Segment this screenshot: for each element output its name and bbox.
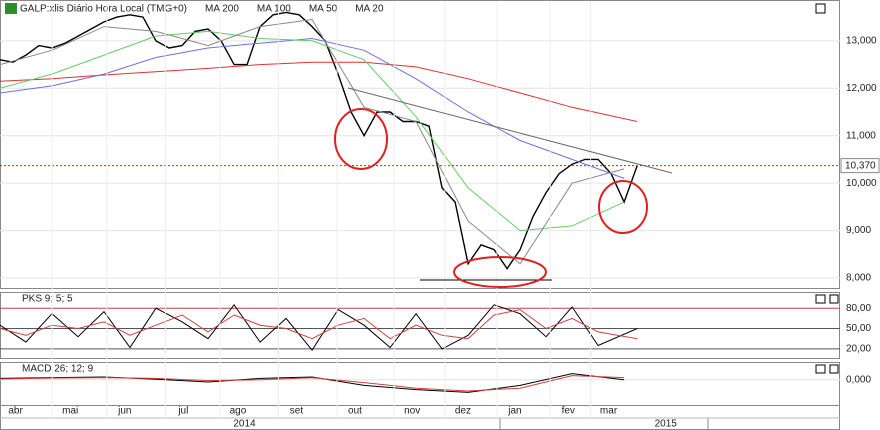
series-line <box>0 375 625 392</box>
close-button[interactable] <box>829 294 839 304</box>
legend-label: MA 20 <box>355 4 384 15</box>
x-tick-label: jun <box>117 406 131 417</box>
close-button[interactable] <box>829 364 839 374</box>
x-tick-label: fev <box>562 406 575 417</box>
price-panel-frame <box>0 0 840 289</box>
x-tick-label: dez <box>455 406 471 417</box>
y-tick-label: 8,000 <box>846 273 871 284</box>
symbol-icon <box>5 3 17 14</box>
y-tick-label: 13,000 <box>846 35 877 46</box>
series-line <box>0 303 638 352</box>
x-tick-label: jan <box>507 406 521 417</box>
trend-line <box>347 87 673 174</box>
x-tick-label: nov <box>404 406 420 417</box>
year-label: 2014 <box>233 419 256 430</box>
legend-label: GALP:xlis Diário Hora Local (TMG+0) <box>20 4 187 15</box>
price-label: 10,370 <box>845 160 876 171</box>
series-line <box>0 373 625 393</box>
x-tick-label: mar <box>600 406 618 417</box>
series-line <box>0 18 625 265</box>
series-line <box>0 61 638 122</box>
window-button[interactable] <box>815 294 826 304</box>
window-button[interactable] <box>815 3 826 14</box>
series-line <box>0 309 638 340</box>
legend-label: MA 200 <box>205 4 239 15</box>
x-tick-label: abr <box>8 406 23 417</box>
y-tick-label: 50,00 <box>846 323 871 334</box>
legend-label: MA 100 <box>257 4 291 15</box>
y-tick-label: 0,000 <box>846 374 871 385</box>
highlight-circle <box>334 108 388 170</box>
y-tick-label: 10,000 <box>846 178 877 189</box>
y-tick-label: 9,000 <box>846 225 871 236</box>
x-tick-label: ago <box>230 406 247 417</box>
x-tick-label: jul <box>177 406 188 417</box>
price-tag <box>840 158 880 174</box>
highlight-circle <box>598 180 648 234</box>
y-tick-label: 12,000 <box>846 83 877 94</box>
y-tick-label: 20,00 <box>846 344 871 355</box>
panel-title: MACD 26; 12; 9 <box>22 364 94 375</box>
panel-title: PKS 9; 5; 5 <box>22 294 73 305</box>
x-tick-label: set <box>290 406 304 417</box>
window-button[interactable] <box>815 364 826 374</box>
series-line <box>0 30 625 232</box>
series-line <box>0 11 638 270</box>
x-tick-label: out <box>348 406 362 417</box>
legend-label: MA 50 <box>309 4 338 15</box>
year-label: 2015 <box>655 419 678 430</box>
y-tick-label: 80,00 <box>846 303 871 314</box>
series-line <box>0 37 625 179</box>
x-tick-label: mai <box>62 406 78 417</box>
highlight-circle <box>453 256 547 288</box>
y-tick-label: 11,000 <box>846 130 876 141</box>
